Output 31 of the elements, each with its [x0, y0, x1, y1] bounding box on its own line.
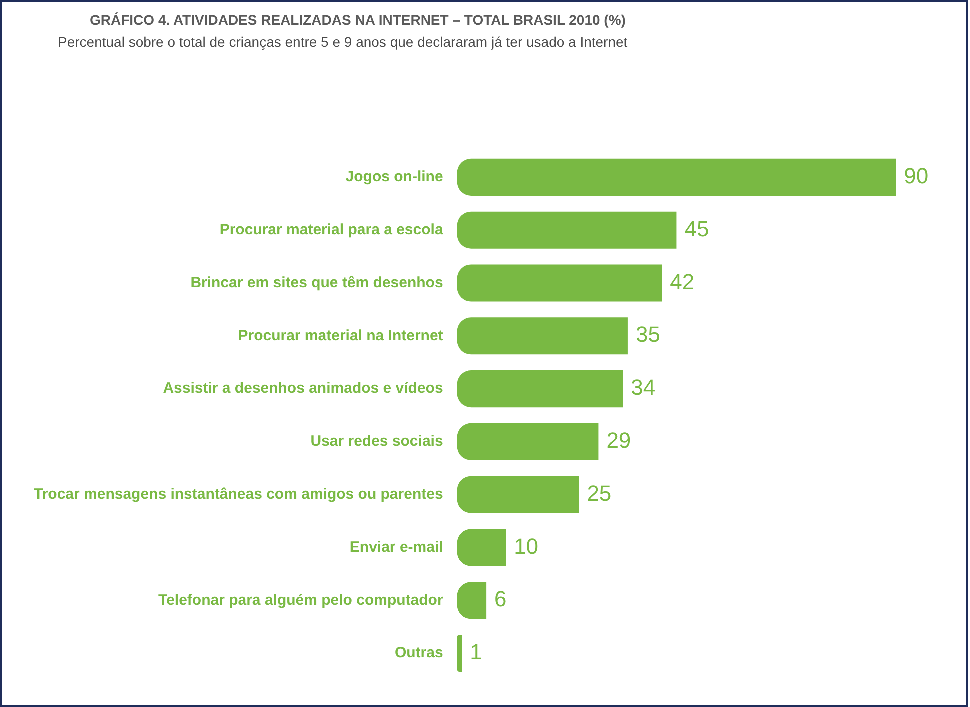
bar: [457, 318, 628, 355]
data-label: 25: [587, 480, 612, 506]
data-label: 10: [514, 534, 539, 559]
bar: [457, 423, 599, 460]
text: Percentual sobre o total de crianças entre 5 e 9 anos que declararam já ter usado a Internet: [58, 34, 628, 50]
y-tick-label: Outras: [394, 644, 444, 662]
y-tick-label: Telefonar para alguém pelo computador: [158, 592, 444, 609]
y-tick-label: Usar redes sociais: [310, 433, 444, 450]
bar: [457, 158, 896, 196]
data-label: 34: [631, 375, 656, 400]
y-tick-label: Procurar material na Internet: [238, 327, 444, 344]
data-label: 42: [670, 269, 695, 294]
bar: [457, 370, 624, 408]
bar: [457, 635, 462, 672]
data-label: 45: [684, 216, 710, 242]
bar: [457, 264, 662, 302]
y-tick-label: Brincar em sites que têm desenhos: [190, 274, 444, 292]
bar: [457, 212, 677, 249]
bar: [457, 476, 580, 514]
y-tick-label: Assistir a desenhos animados e vídeos: [163, 380, 444, 398]
y-tick-label: Jogos on-line: [346, 168, 444, 186]
y-tick-label: Procurar material para a escola: [220, 221, 444, 238]
data-label: 1: [470, 640, 482, 665]
data-label: 6: [494, 586, 507, 612]
chart-title: GRÁFICO 4. ATIVIDADES REALIZADAS NA INTERNET – TOTAL BRASIL 2010 (%): [90, 12, 626, 28]
data-label: 90: [904, 164, 929, 189]
bar: [457, 529, 506, 566]
y-tick-label: Enviar e-mail: [350, 538, 444, 556]
data-label: 29: [606, 428, 632, 454]
data-label: 35: [636, 322, 660, 348]
y-tick-label: Trocar mensagens instantâneas com amigos ou parentes: [34, 486, 444, 503]
